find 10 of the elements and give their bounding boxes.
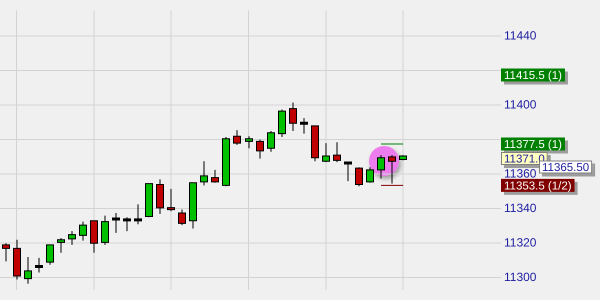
y-tick-label: 11300 xyxy=(504,270,537,284)
text: 11377.5 (1) xyxy=(504,139,562,152)
y-tick-label: 11400 xyxy=(504,97,537,112)
text: 11365.50 xyxy=(542,162,590,174)
y-tick-label: 11320 xyxy=(504,236,537,250)
y-tick-label: 11440 xyxy=(504,28,537,42)
y-tick-label: 11340 xyxy=(504,200,537,215)
text: 11415.5 (1) xyxy=(504,70,562,82)
y-tick-label: 11360 xyxy=(504,166,537,180)
text: 11353.5 (1/2) xyxy=(504,180,572,193)
